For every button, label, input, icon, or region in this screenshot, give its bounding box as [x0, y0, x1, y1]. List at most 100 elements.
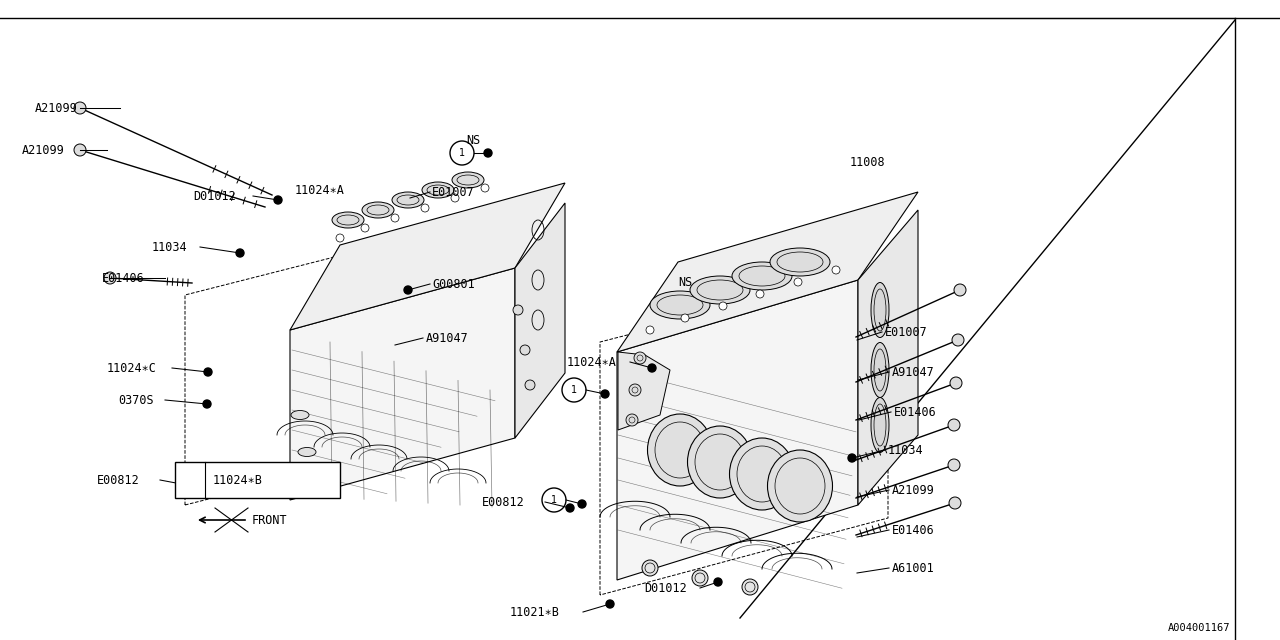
Circle shape: [626, 414, 637, 426]
Circle shape: [794, 278, 803, 286]
Ellipse shape: [771, 248, 829, 276]
Ellipse shape: [650, 291, 710, 319]
Text: 11008: 11008: [850, 156, 886, 168]
Circle shape: [74, 102, 86, 114]
Circle shape: [756, 290, 764, 298]
Polygon shape: [291, 183, 564, 330]
Circle shape: [204, 368, 212, 376]
Circle shape: [948, 419, 960, 431]
Ellipse shape: [362, 202, 394, 218]
Polygon shape: [291, 268, 515, 500]
Text: E01406: E01406: [893, 406, 937, 419]
Text: A91047: A91047: [426, 332, 468, 344]
Text: 11034: 11034: [152, 241, 188, 253]
Text: 1: 1: [550, 495, 557, 505]
Circle shape: [451, 141, 474, 165]
Polygon shape: [618, 352, 669, 430]
Ellipse shape: [291, 410, 308, 419]
Text: NS: NS: [466, 134, 480, 147]
Text: 0370S: 0370S: [118, 394, 154, 406]
Text: E01406: E01406: [102, 271, 145, 285]
Ellipse shape: [730, 438, 795, 510]
Circle shape: [566, 504, 573, 512]
Text: D01012: D01012: [644, 582, 687, 595]
Circle shape: [274, 196, 282, 204]
Text: A61001: A61001: [892, 561, 934, 575]
Circle shape: [74, 144, 86, 156]
Circle shape: [562, 378, 586, 402]
Text: A004001167: A004001167: [1167, 623, 1230, 633]
Circle shape: [950, 377, 963, 389]
Circle shape: [948, 459, 960, 471]
Circle shape: [421, 204, 429, 212]
FancyBboxPatch shape: [175, 462, 340, 498]
Circle shape: [451, 194, 460, 202]
Ellipse shape: [332, 212, 364, 228]
Ellipse shape: [768, 450, 832, 522]
Circle shape: [849, 454, 856, 462]
Circle shape: [188, 482, 196, 490]
Circle shape: [268, 483, 276, 491]
Circle shape: [643, 560, 658, 576]
Circle shape: [605, 600, 614, 608]
Ellipse shape: [648, 414, 713, 486]
Circle shape: [513, 305, 524, 315]
Ellipse shape: [870, 397, 890, 452]
Ellipse shape: [687, 426, 753, 498]
Circle shape: [952, 334, 964, 346]
Circle shape: [714, 578, 722, 586]
Text: 1: 1: [242, 478, 248, 488]
Text: NS: NS: [678, 275, 692, 289]
Text: D01012: D01012: [193, 189, 236, 202]
Circle shape: [719, 302, 727, 310]
Circle shape: [648, 364, 657, 372]
Circle shape: [525, 380, 535, 390]
Circle shape: [832, 266, 840, 274]
Circle shape: [628, 384, 641, 396]
Circle shape: [179, 469, 201, 491]
Circle shape: [484, 149, 492, 157]
Text: 1: 1: [187, 475, 193, 485]
Circle shape: [236, 249, 244, 257]
Polygon shape: [858, 210, 918, 505]
Circle shape: [634, 352, 646, 364]
Circle shape: [233, 471, 257, 495]
Circle shape: [948, 497, 961, 509]
Circle shape: [646, 326, 654, 334]
Text: E01406: E01406: [892, 524, 934, 536]
Circle shape: [337, 234, 344, 242]
Text: E01007: E01007: [884, 326, 928, 339]
Text: E00812: E00812: [97, 474, 140, 486]
Text: A21099: A21099: [892, 483, 934, 497]
Text: 11024∗B: 11024∗B: [212, 474, 262, 486]
Text: G00801: G00801: [433, 278, 475, 291]
Circle shape: [681, 314, 689, 322]
Text: FRONT: FRONT: [252, 513, 288, 527]
Circle shape: [602, 390, 609, 398]
Ellipse shape: [298, 447, 316, 456]
Circle shape: [520, 345, 530, 355]
Text: E00812: E00812: [483, 495, 525, 509]
Text: A91047: A91047: [892, 365, 934, 378]
Circle shape: [104, 272, 116, 284]
Text: A21099: A21099: [35, 102, 78, 115]
Ellipse shape: [452, 172, 484, 188]
Text: E01007: E01007: [433, 186, 475, 198]
Text: 11024∗A: 11024∗A: [567, 355, 617, 369]
Text: 11021∗B: 11021∗B: [509, 605, 559, 618]
Circle shape: [541, 488, 566, 512]
Circle shape: [390, 214, 399, 222]
Text: A21099: A21099: [22, 143, 65, 157]
Text: 1: 1: [460, 148, 465, 158]
Circle shape: [404, 286, 412, 294]
Text: 11024∗A: 11024∗A: [294, 184, 344, 196]
Ellipse shape: [732, 262, 792, 290]
Text: 11034: 11034: [888, 444, 924, 456]
Ellipse shape: [422, 182, 454, 198]
Circle shape: [742, 579, 758, 595]
Ellipse shape: [305, 481, 323, 490]
Ellipse shape: [870, 282, 890, 337]
Text: 1: 1: [571, 385, 577, 395]
Ellipse shape: [690, 276, 750, 304]
Circle shape: [481, 184, 489, 192]
